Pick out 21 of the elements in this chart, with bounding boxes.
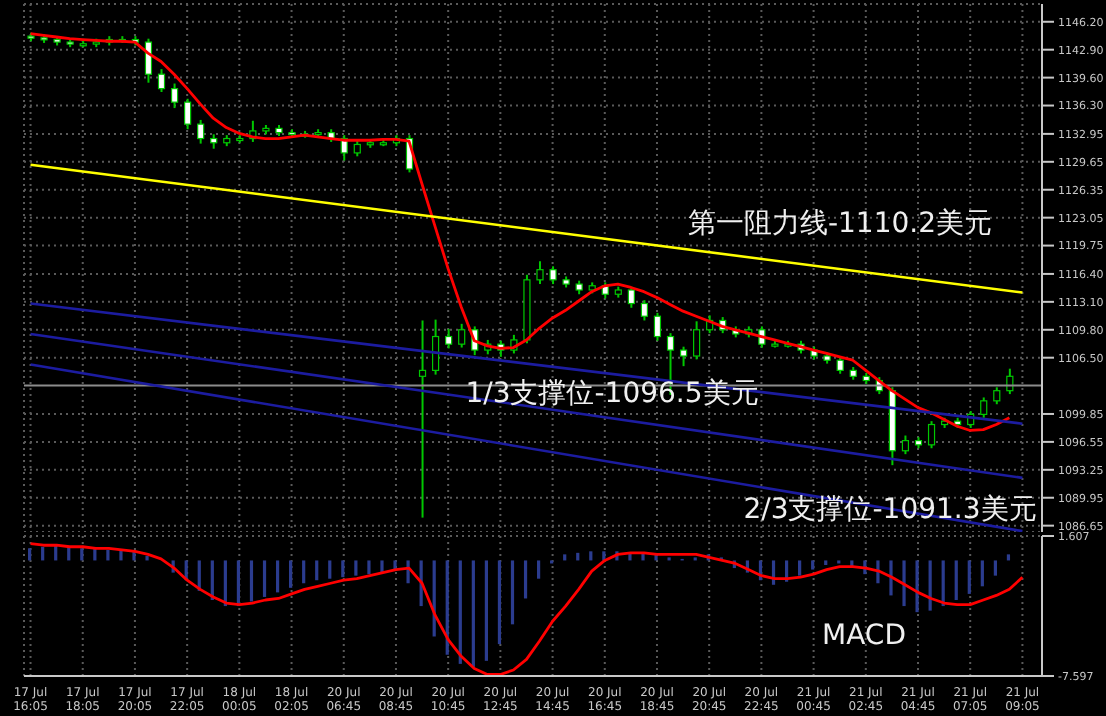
annotation: MACD bbox=[822, 618, 906, 654]
candlestick bbox=[980, 396, 988, 419]
candlestick bbox=[157, 68, 166, 93]
candlestick bbox=[536, 260, 544, 286]
candlestick bbox=[640, 299, 649, 322]
candlestick bbox=[144, 37, 153, 84]
candlestick bbox=[693, 320, 701, 361]
candlestick bbox=[197, 118, 205, 145]
candlestick bbox=[445, 327, 453, 350]
candlestick bbox=[653, 311, 662, 342]
candlestick bbox=[184, 97, 192, 131]
candlestick bbox=[418, 319, 427, 519]
candlestick bbox=[901, 434, 910, 456]
candlestick bbox=[927, 420, 936, 450]
candlestick bbox=[170, 82, 179, 110]
line-series bbox=[29, 32, 1011, 432]
candlestick bbox=[458, 322, 466, 349]
candlestick bbox=[679, 345, 688, 368]
candlestick bbox=[431, 318, 440, 376]
annotation: 第一阻力线-1110.2美元 bbox=[687, 206, 993, 242]
line-series bbox=[29, 542, 1024, 676]
